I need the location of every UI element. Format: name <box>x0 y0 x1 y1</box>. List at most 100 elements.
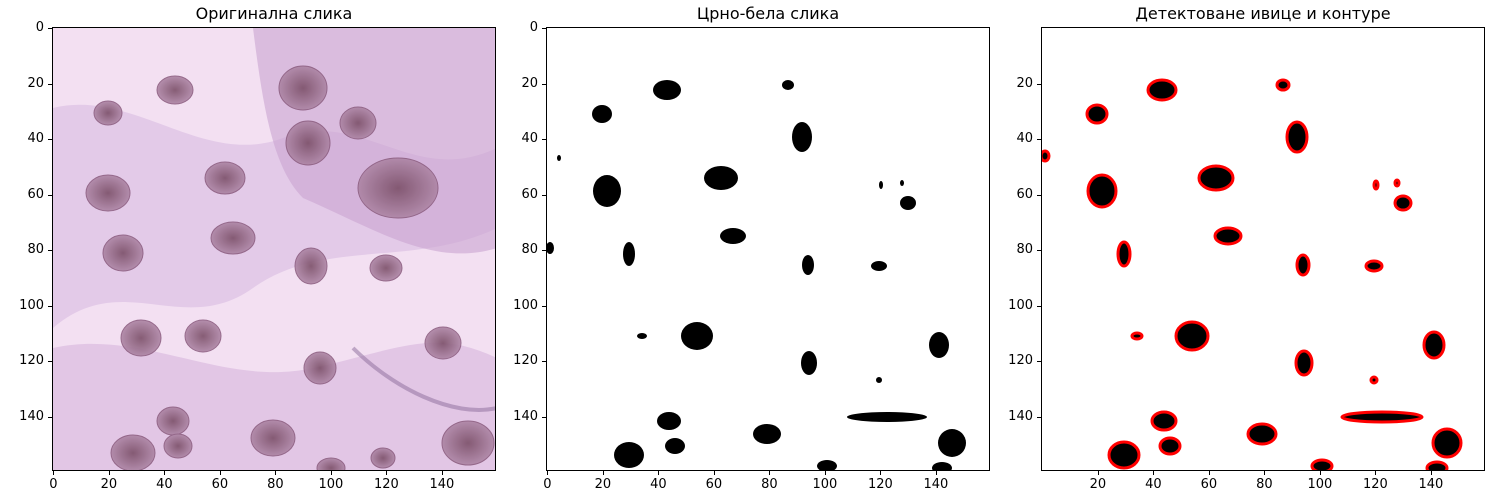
panel-2-y-tick-label: 120 <box>513 353 538 369</box>
panel-3-y-tick-label: 20 <box>1016 75 1033 91</box>
panel-1-y-tick-mark <box>48 305 52 307</box>
panel-3-x-tick-label: 60 <box>1200 477 1218 492</box>
panel-2-y-tick-label: 40 <box>521 131 538 147</box>
panel-1-x-tick-label: 140 <box>429 477 455 492</box>
panel-2-x-tick-label: 40 <box>650 477 667 492</box>
panel-1-y-tick-label: 80 <box>27 242 44 258</box>
panel-1-y-tick-label: 140 <box>19 408 44 424</box>
panel-1-y-tick-label: 60 <box>27 186 44 202</box>
panel-1-y-tick-mark <box>48 28 52 30</box>
panel-3-y-tick-label: 60 <box>1016 186 1033 202</box>
panel-3-x-tick-label: 20 <box>1089 477 1107 492</box>
panel-1-x-tick-mark <box>164 471 166 475</box>
panel-2-x-tick-mark <box>713 471 715 475</box>
panel-2-x-tick-mark <box>602 471 604 475</box>
panel-1-x-tick-mark <box>386 471 388 475</box>
panel-3-y-tick-mark <box>1037 416 1041 418</box>
panel-3-x-tick-label: 140 <box>1418 477 1444 492</box>
panel-2-y-tick-mark <box>542 28 546 30</box>
panel-3-x-tick-label: 120 <box>1362 477 1388 492</box>
panel-1-x-tick-mark <box>441 471 443 475</box>
panel-2-y-tick-label: 0 <box>529 20 538 36</box>
panel-1-y-tick-label: 40 <box>27 131 44 147</box>
panel-3-y-tick-label: 120 <box>1008 353 1033 369</box>
panel-2-x-tick-mark <box>658 471 660 475</box>
panel-2-x-tick-mark <box>935 471 937 475</box>
panel-1-y-tick-label: 0 <box>35 20 44 36</box>
panel-2-x-tick-label: 100 <box>812 477 838 492</box>
panel-2-y-tick-mark <box>542 194 546 196</box>
contour-image <box>1042 28 1484 470</box>
binary-mask-image <box>547 28 989 470</box>
panel-2-y-tick-mark <box>542 416 546 418</box>
panel-3-x-tick-mark <box>1097 471 1099 475</box>
panel-2-x-tick-label: 60 <box>705 477 723 492</box>
panel-3-y-tick-mark <box>1037 83 1041 85</box>
panel-3-x-tick-mark <box>1264 471 1266 475</box>
panel-1-y-tick-label: 100 <box>19 297 44 313</box>
panel-2-y-tick-mark <box>542 139 546 141</box>
panel-1-x-tick-mark <box>275 471 277 475</box>
panel-1-y-tick-mark <box>48 250 52 252</box>
panel-1-x-tick-mark <box>219 471 221 475</box>
panel-3-image-contours <box>1041 27 1485 471</box>
panel-3-y-tick-mark <box>1037 305 1041 307</box>
panel-2-image-binary <box>546 27 990 471</box>
panel-3-x-tick-label: 80 <box>1256 477 1273 492</box>
panel-2-x-tick-label: 80 <box>761 477 778 492</box>
panel-2-x-tick-label: 120 <box>867 477 893 492</box>
panel-1-y-tick-label: 20 <box>27 75 44 91</box>
panel-2-y-tick-mark <box>542 83 546 85</box>
panel-1-image-original <box>52 27 496 471</box>
panel-2-y-tick-mark <box>542 305 546 307</box>
panel-3-y-tick-mark <box>1037 361 1041 363</box>
panel-1-x-tick-mark <box>108 471 110 475</box>
panel-2-title: Црно-бела слика <box>696 4 840 23</box>
panel-2-x-tick-label: 20 <box>594 477 612 492</box>
panel-3-y-tick-mark <box>1037 250 1041 252</box>
panel-3-y-tick-label: 140 <box>1008 408 1033 424</box>
panel-1-x-tick-label: 80 <box>267 477 284 492</box>
panel-1-x-tick-label: 120 <box>373 477 399 492</box>
panel-2-y-tick-label: 20 <box>521 75 538 91</box>
panel-1-x-tick-label: 60 <box>211 477 229 492</box>
panel-2-y-tick-mark <box>542 361 546 363</box>
panel-1-x-tick-mark <box>53 471 55 475</box>
panel-2-y-tick-mark <box>542 250 546 252</box>
panel-3-x-tick-mark <box>1430 471 1432 475</box>
panel-2-y-tick-label: 140 <box>513 408 538 424</box>
panel-2-x-tick-mark <box>824 471 826 475</box>
panel-2-x-tick-mark <box>769 471 771 475</box>
panel-3-title: Детектоване ивице и контуре <box>1135 4 1391 23</box>
panel-2-x-tick-mark <box>880 471 882 475</box>
original-histology-image <box>53 28 495 470</box>
panel-1-y-tick-mark <box>48 361 52 363</box>
panel-1-x-tick-label: 20 <box>100 477 118 492</box>
panel-3-y-tick-mark <box>1037 194 1041 196</box>
panel-3-y-tick-label: 80 <box>1016 242 1033 258</box>
panel-3-x-tick-mark <box>1319 471 1321 475</box>
panel-2-y-tick-label: 100 <box>513 297 538 313</box>
panel-3-y-tick-label: 100 <box>1008 297 1033 313</box>
panel-1-x-tick-label: 100 <box>318 477 344 492</box>
panel-3-x-tick-mark <box>1208 471 1210 475</box>
panel-3-x-tick-label: 40 <box>1145 477 1162 492</box>
panel-2-y-tick-label: 80 <box>521 242 538 258</box>
panel-2-x-tick-label: 0 <box>543 477 552 492</box>
panel-2-x-tick-mark <box>547 471 549 475</box>
panel-3-x-tick-mark <box>1375 471 1377 475</box>
panel-1-y-tick-mark <box>48 139 52 141</box>
panel-1-title: Оригинална слика <box>195 4 353 23</box>
panel-1-x-tick-label: 40 <box>156 477 173 492</box>
panel-1-y-tick-mark <box>48 416 52 418</box>
panel-3-y-tick-label: 40 <box>1016 131 1033 147</box>
panel-2-x-tick-label: 140 <box>923 477 949 492</box>
panel-1-y-tick-label: 120 <box>19 353 44 369</box>
panel-2-y-tick-label: 60 <box>521 186 538 202</box>
panel-1-y-tick-mark <box>48 194 52 196</box>
panel-3-x-tick-mark <box>1153 471 1155 475</box>
panel-1-x-tick-label: 0 <box>49 477 58 492</box>
panel-1-y-tick-mark <box>48 83 52 85</box>
panel-3-x-tick-label: 100 <box>1307 477 1333 492</box>
panel-3-y-tick-mark <box>1037 139 1041 141</box>
